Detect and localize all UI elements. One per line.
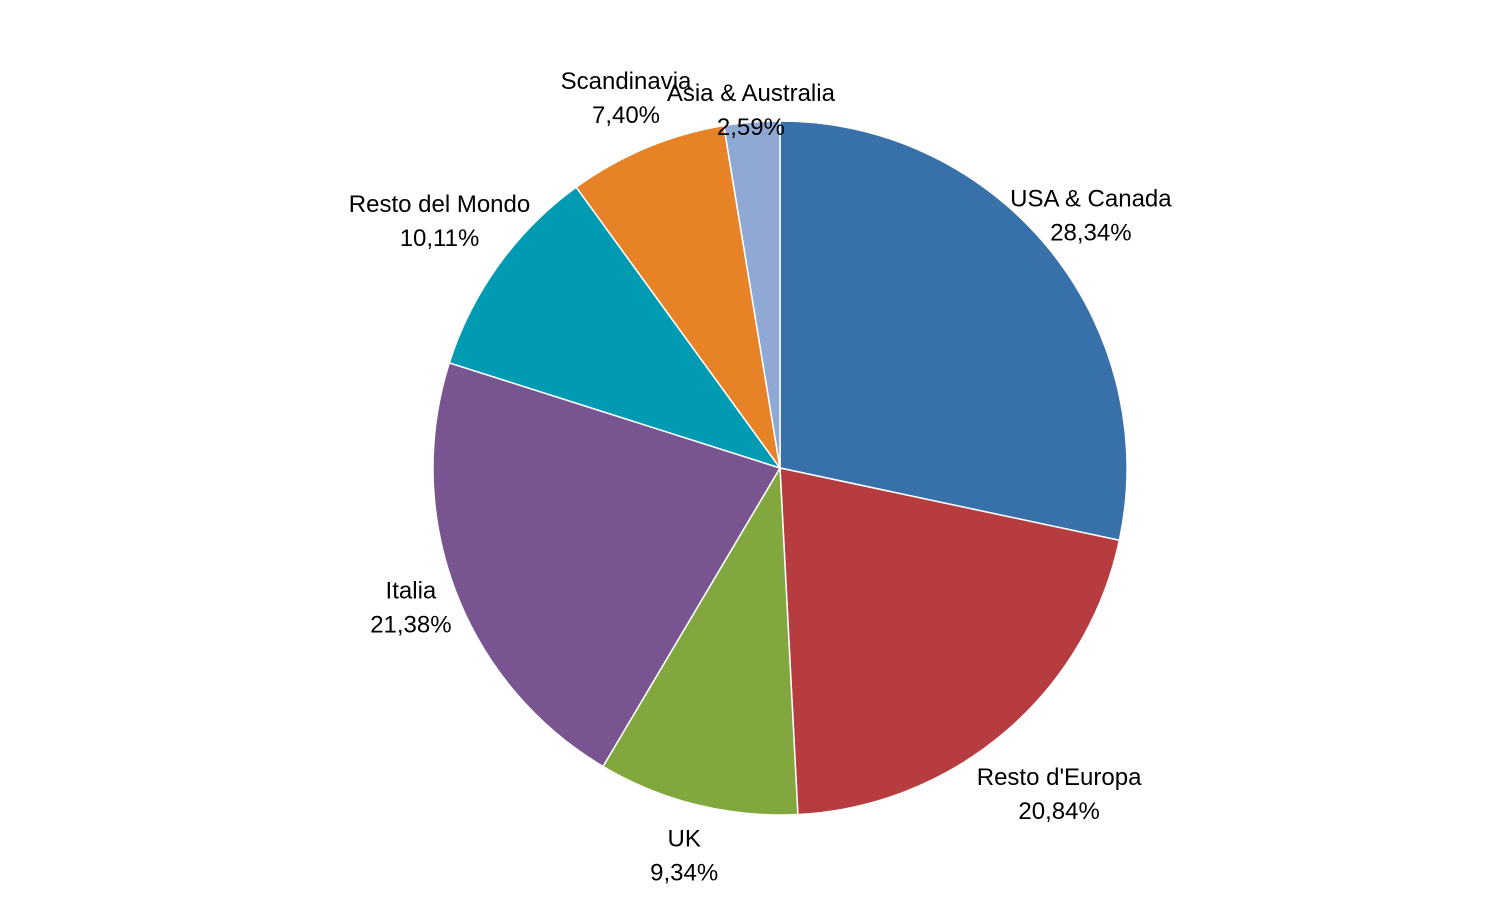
pie-slice-resto-d-europa (779, 467, 1121, 816)
slice-value-resto-del-mondo: 10,11% (400, 225, 480, 252)
pie-slice-resto-del-mondo (448, 186, 782, 470)
slice-value-asia-and-australia: 2,59% (717, 114, 785, 141)
slice-label-italia: Italia (386, 578, 437, 605)
slice-label-usa-and-canada: USA & Canada (1010, 185, 1172, 212)
pie-slice-italia (432, 361, 782, 768)
slice-label-asia-and-australia: Asia & Australia (667, 80, 836, 107)
slice-value-resto-d-europa: 20,84% (1018, 798, 1099, 825)
slice-label-scandinavia: Scandinavia (561, 68, 692, 95)
slice-label-resto-d-europa: Resto d'Europa (977, 764, 1142, 791)
slice-label-resto-del-mondo: Resto del Mondo (349, 191, 530, 218)
pie-slices (432, 120, 1128, 816)
slice-value-italia: 21,38% (370, 612, 451, 639)
pie-slice-scandinavia (575, 124, 781, 469)
slice-value-usa-and-canada: 28,34% (1050, 219, 1131, 246)
slice-value-scandinavia: 7,40% (592, 102, 660, 129)
pie-slice-usa-and-canada (779, 120, 1128, 542)
pie-slice-uk (601, 465, 799, 816)
pie-labels: USA & Canada 28,34% Resto d'Europa 20,84% UK… (349, 68, 1172, 887)
pie-slice-asia-and-australia (722, 120, 781, 469)
slice-value-uk: 9,34% (650, 859, 718, 886)
slice-label-uk: UK (668, 825, 701, 852)
